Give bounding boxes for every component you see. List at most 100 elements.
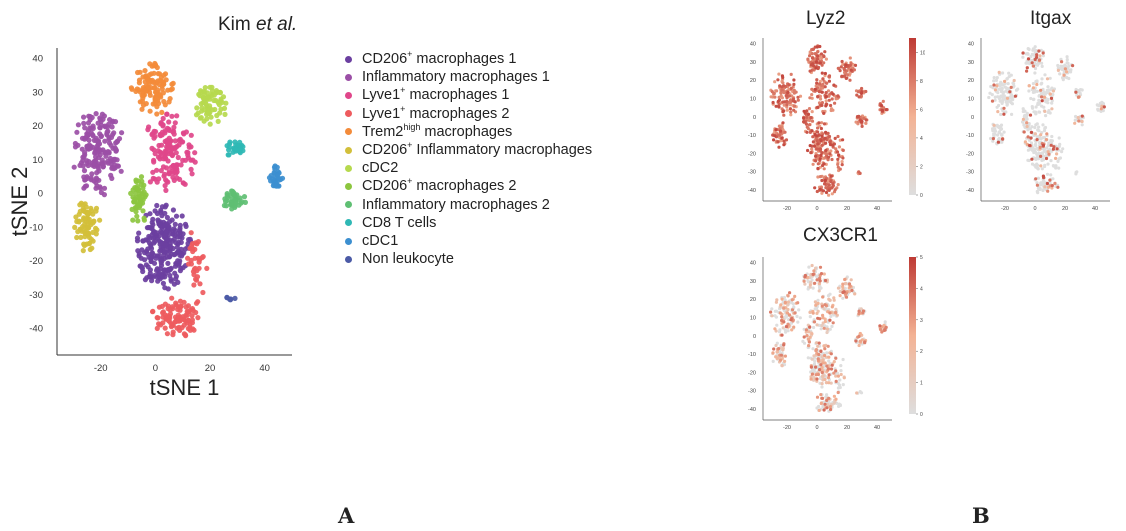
scatter-point <box>89 171 95 177</box>
mini-point <box>1025 111 1029 115</box>
mini-point <box>994 78 998 82</box>
mini-point <box>1041 143 1045 147</box>
mini-x-tick: -20 <box>783 425 791 431</box>
scatter-point <box>133 209 139 215</box>
mini-point <box>802 335 806 339</box>
mini-point <box>808 315 812 319</box>
mini-point <box>1074 90 1078 94</box>
mini-point <box>1044 138 1049 142</box>
mini-point <box>1029 136 1033 140</box>
mini-point <box>1029 54 1033 59</box>
mini-point <box>789 318 793 322</box>
mini-point <box>823 303 827 307</box>
mini-point <box>1047 141 1051 145</box>
mini-point <box>819 126 823 131</box>
scatter-point <box>165 306 171 312</box>
mini-y-tick: 10 <box>968 96 974 102</box>
mini-point <box>1021 55 1025 59</box>
scatter-point <box>158 209 164 215</box>
mini-point <box>814 373 818 377</box>
mini-point <box>819 327 823 331</box>
scatter-point <box>138 181 144 188</box>
mini-point <box>835 150 840 154</box>
mini-point <box>837 153 841 157</box>
mini-point <box>796 301 800 305</box>
mini-point <box>783 328 787 332</box>
mini-point <box>824 95 828 99</box>
mini-point <box>1065 55 1069 59</box>
mini-point <box>1049 143 1053 147</box>
mini-point <box>857 343 861 348</box>
scatter-point <box>129 86 135 92</box>
mini-point <box>1029 96 1033 101</box>
mini-point <box>772 91 776 96</box>
scatter-point <box>141 189 147 195</box>
scatter-point <box>139 92 145 98</box>
mini-point <box>811 162 815 166</box>
mini-point <box>1034 62 1038 66</box>
mini-x-tick: 40 <box>1092 206 1098 212</box>
mini-point <box>790 308 795 312</box>
mini-point <box>820 385 824 389</box>
mini-point <box>813 370 817 374</box>
mini-point <box>989 136 993 141</box>
mini-point <box>786 294 790 298</box>
mini-point <box>1031 64 1036 68</box>
scatter-point <box>158 121 164 127</box>
mini-point <box>793 294 797 298</box>
mini-point <box>786 300 790 304</box>
mini-point <box>987 95 991 100</box>
mini-point <box>1048 76 1052 80</box>
mini-y-tick: -20 <box>748 151 756 157</box>
mini-point <box>823 347 827 351</box>
colorbar-tick-label: 10 <box>920 50 925 56</box>
scatter-point <box>195 315 201 321</box>
scatter-point <box>173 170 179 176</box>
scatter-point <box>85 128 91 134</box>
mini-point <box>1095 103 1099 107</box>
mini-point <box>826 344 830 348</box>
lyz2-feature-plot: 40 30 20 10 0 -10 -20 -30 -40 -20 0 20 40 0 2 4 6 8 10 <box>748 38 925 212</box>
mini-point <box>796 95 800 99</box>
mini-point <box>1055 152 1059 156</box>
mini-point <box>830 305 834 309</box>
mini-point <box>1025 124 1029 129</box>
mini-point <box>779 358 783 362</box>
scatter-point <box>93 185 99 191</box>
mini-point <box>842 290 846 294</box>
mini-point <box>1037 58 1042 62</box>
series-points <box>128 174 149 224</box>
mini-point <box>815 81 819 85</box>
mini-point <box>1050 101 1054 105</box>
mini-point <box>829 108 833 113</box>
mini-point <box>810 52 814 56</box>
legend-marker <box>345 92 352 99</box>
scatter-point <box>180 139 186 145</box>
mini-point <box>783 354 787 358</box>
mini-point <box>774 315 778 319</box>
mini-point <box>1077 95 1081 99</box>
mini-point <box>883 328 887 332</box>
mini-point <box>832 83 836 87</box>
mini-point <box>809 365 813 369</box>
mini-point <box>1023 140 1027 144</box>
scatter-point <box>85 120 92 126</box>
scatter-point <box>179 213 185 219</box>
mini-point <box>820 134 824 138</box>
mini-point <box>824 130 828 134</box>
mini-point <box>806 57 810 61</box>
scatter-point <box>156 304 162 310</box>
series-points <box>221 188 248 212</box>
mini-y-tick: 30 <box>968 60 974 66</box>
mini-point <box>824 91 828 95</box>
mini-point <box>776 78 780 82</box>
mini-point <box>804 328 808 332</box>
legend: CD206+ macrophages 1 Inflammatory macroph… <box>345 50 592 268</box>
mini-point <box>783 315 787 319</box>
scatter-point <box>225 152 231 158</box>
mini-point <box>813 281 817 285</box>
colorbar-tick-label: 5 <box>920 255 923 261</box>
mini-point <box>816 105 820 109</box>
mini-point <box>809 377 813 381</box>
mini-point <box>1002 130 1006 134</box>
